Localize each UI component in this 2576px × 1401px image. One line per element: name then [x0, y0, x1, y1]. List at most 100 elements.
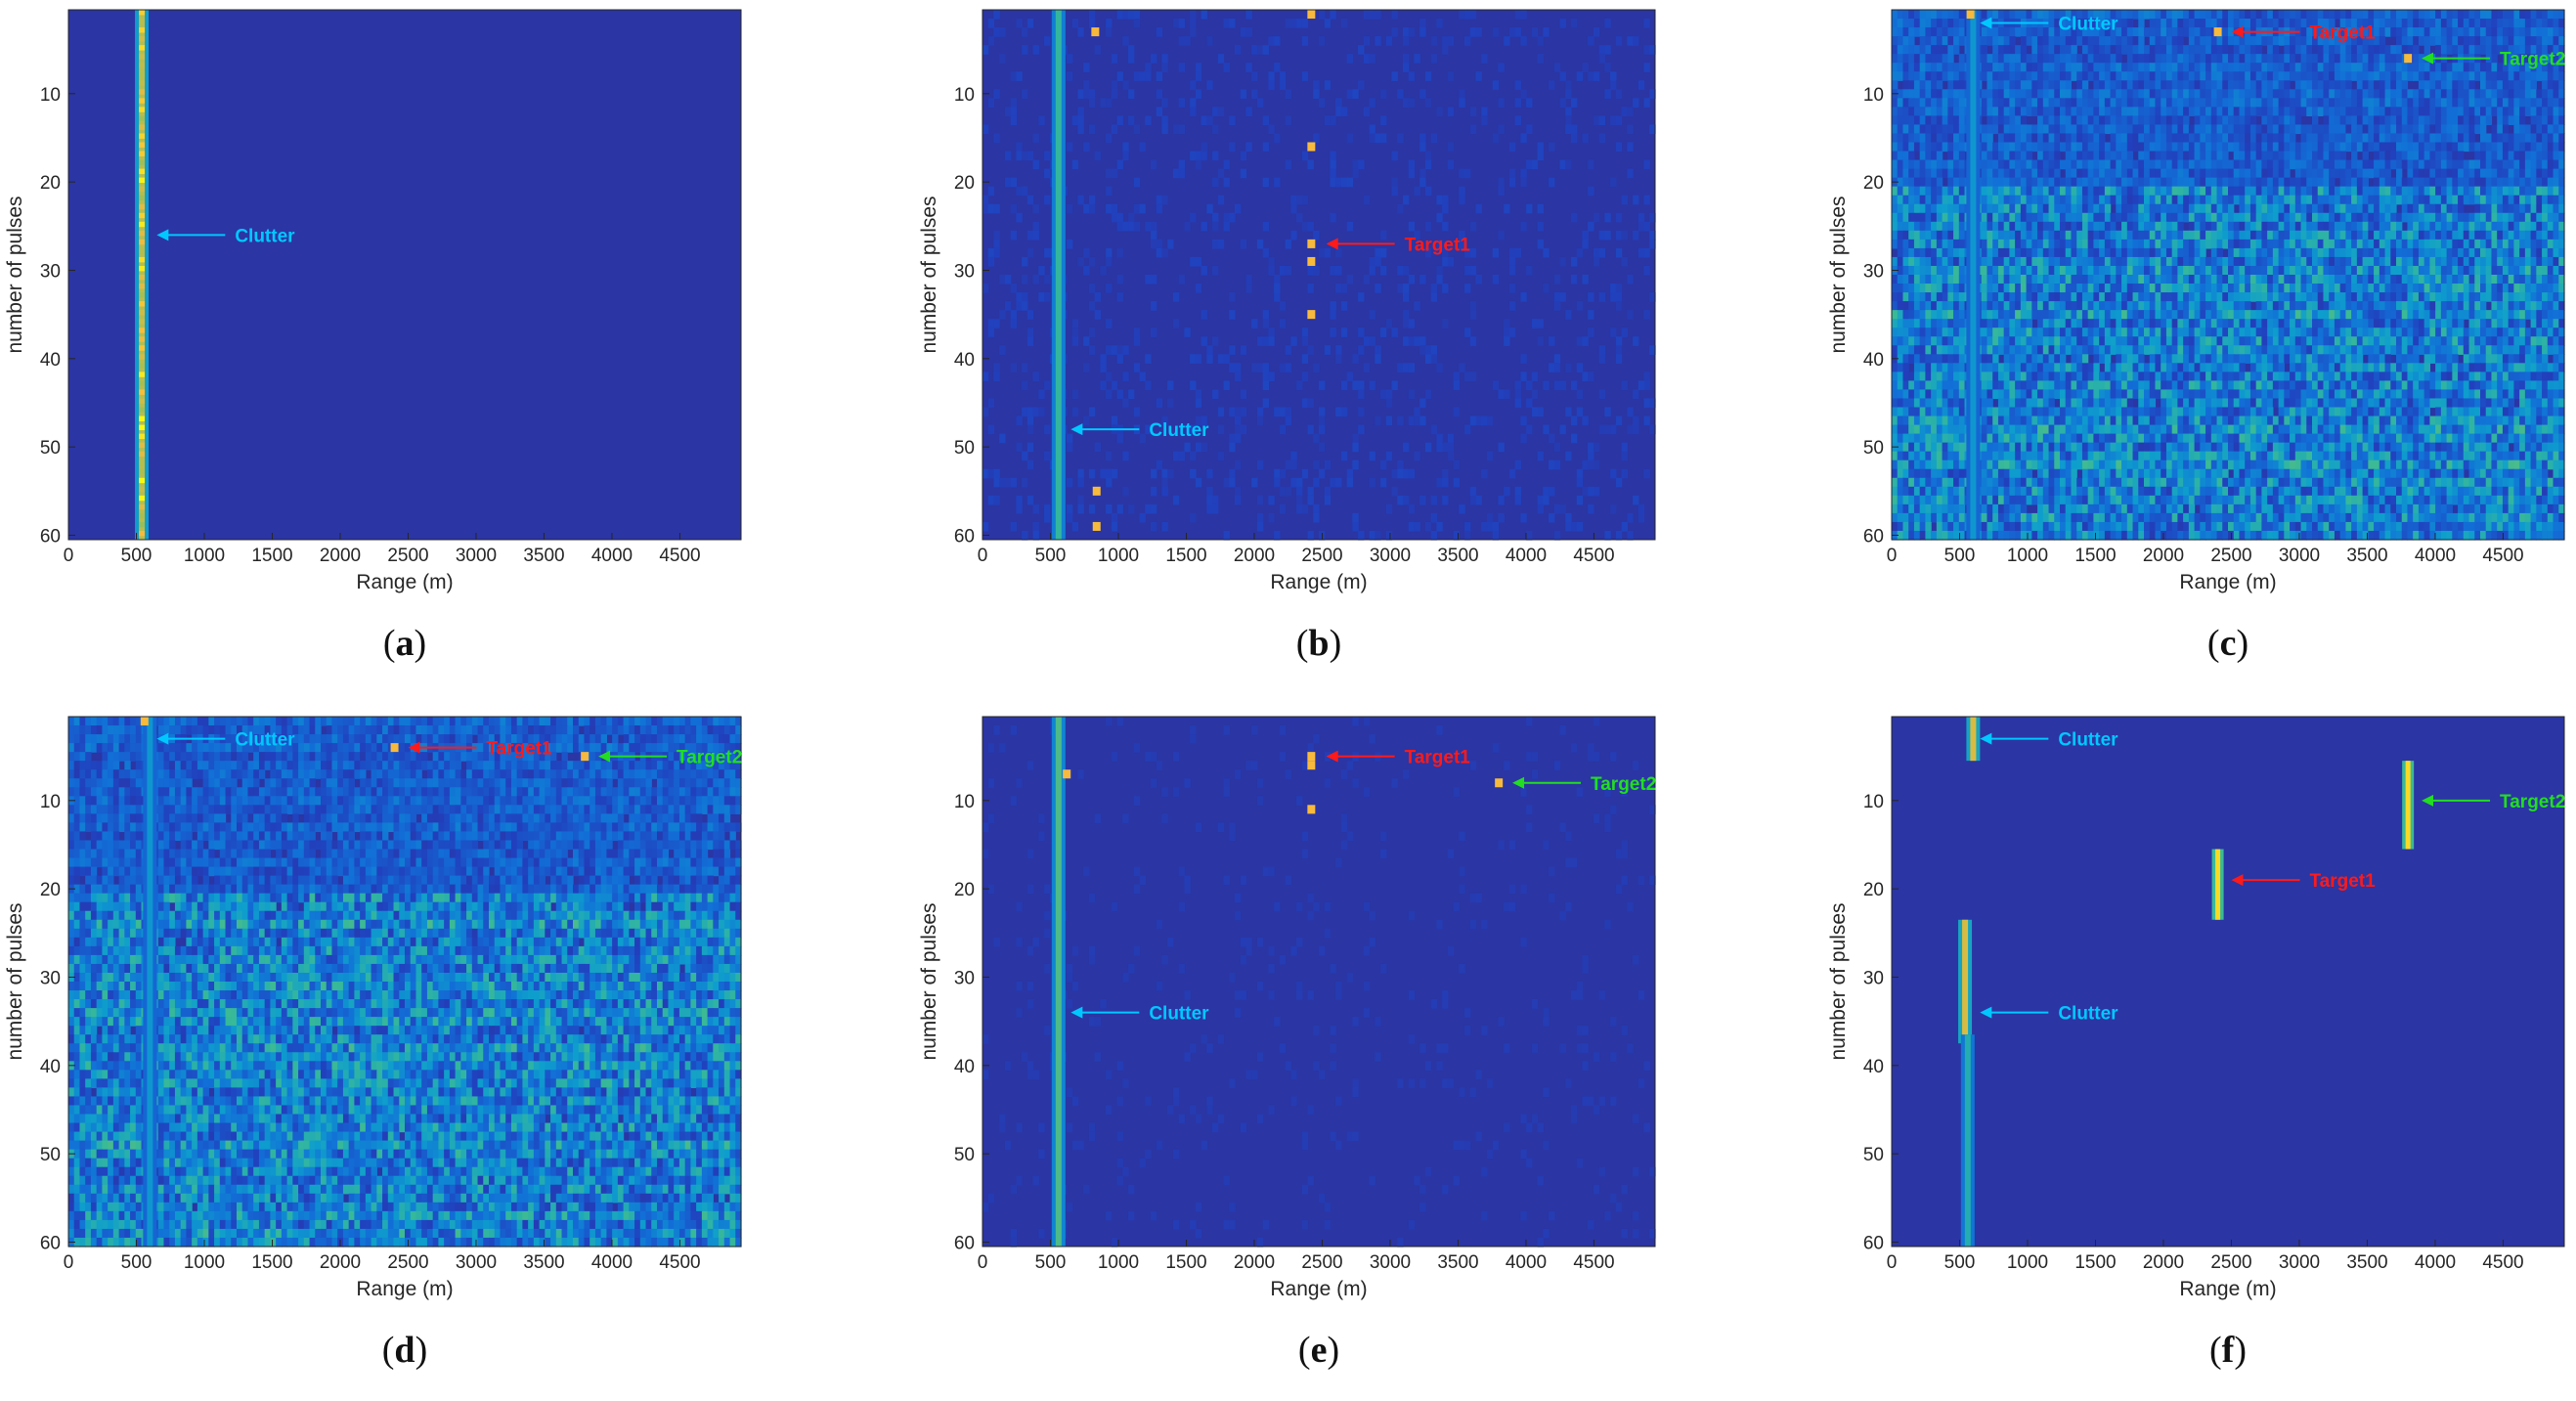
noise-cell [2250, 63, 2256, 72]
noise-cell [2267, 187, 2273, 197]
noise-cells [1892, 10, 2565, 541]
noise-cell [1352, 380, 1358, 390]
noise-cell [2363, 196, 2369, 205]
noise-cell [2189, 222, 2195, 232]
noise-cell [1987, 169, 1992, 179]
noise-cell [2183, 63, 2189, 72]
noise-cell [2441, 107, 2447, 116]
noise-cell [2491, 152, 2497, 161]
noise-cell [2284, 71, 2290, 81]
noise-cell [1241, 425, 1246, 435]
noise-cell [1218, 196, 1224, 205]
noise-cell [2536, 187, 2542, 197]
noise-cell [2105, 71, 2111, 81]
noise-cell [2200, 133, 2205, 143]
noise-cell [2155, 27, 2161, 37]
noise-cell [2211, 160, 2217, 170]
noise-cell [1358, 160, 1364, 170]
noise-cell [2043, 178, 2049, 188]
noise-cell [2429, 27, 2435, 37]
noise-cell [2222, 54, 2228, 64]
noise-cell [1112, 80, 1117, 90]
noise-cell [2390, 196, 2396, 205]
noise-cell [1095, 292, 1101, 302]
noise-cell [2503, 266, 2509, 276]
noise-cell [1476, 496, 1482, 505]
noise-cell [1959, 71, 1965, 81]
noise-cell [2435, 169, 2441, 179]
noise-cell [2385, 187, 2391, 197]
noise-cell [1190, 380, 1196, 390]
noise-cell [2323, 115, 2329, 125]
noise-cell [2345, 143, 2351, 153]
noise-cell [2183, 71, 2189, 81]
noise-cell [1106, 27, 1112, 37]
noise-cell [2049, 187, 2055, 197]
noise-cell [1992, 10, 1998, 20]
noise-cell [2177, 143, 2183, 153]
noise-cell [2189, 63, 2195, 72]
x-tick-label: 3500 [523, 546, 564, 566]
noise-cell [2195, 222, 2201, 232]
noise-cell [1588, 460, 1594, 470]
noise-cell [2027, 231, 2032, 241]
noise-cell [1290, 196, 1296, 205]
noise-cell [1190, 452, 1196, 461]
noise-cell [2111, 257, 2117, 267]
noise-cell [2469, 36, 2475, 46]
noise-cell [2536, 89, 2542, 99]
noise-cell [2037, 124, 2043, 134]
noise-cell [2009, 169, 2015, 179]
noise-cell [1538, 452, 1544, 461]
noise-cell [2554, 27, 2559, 37]
noise-cell [2076, 213, 2082, 223]
noise-cell [1947, 257, 1953, 267]
noise-cell [982, 284, 988, 293]
noise-cell [2054, 160, 2060, 170]
noise-cell [1604, 213, 1610, 223]
noise-cell [1173, 169, 1179, 179]
noise-cell [2429, 80, 2435, 90]
noise-cell [2027, 98, 2032, 108]
noise-cell [2066, 63, 2072, 72]
noise-cell [2121, 63, 2127, 72]
noise-cell [2554, 248, 2559, 258]
noise-cell [2279, 143, 2285, 153]
noise-cell [1520, 416, 1526, 426]
noise-cell [2076, 204, 2082, 214]
noise-cell [2335, 240, 2340, 249]
noise-cell [2009, 27, 2015, 37]
noise-cell [1588, 443, 1594, 453]
noise-cell [1296, 504, 1302, 514]
noise-cell [2127, 19, 2133, 28]
noise-cell [2480, 80, 2486, 90]
noise-cell [1106, 478, 1112, 488]
noise-cell [2554, 187, 2559, 197]
noise-cell [1257, 496, 1263, 505]
noise-cell [2385, 80, 2391, 90]
noise-cell [1122, 222, 1128, 232]
noise-cell [2301, 63, 2307, 72]
noise-cell [2413, 187, 2419, 197]
noise-cell [1325, 487, 1331, 497]
noise-cell [1241, 240, 1246, 249]
noise-cell [2066, 257, 2072, 267]
noise-cell [2076, 169, 2082, 179]
noise-cell [2486, 89, 2492, 99]
noise-cell [1403, 292, 1409, 302]
noise-cell [2554, 36, 2559, 46]
noise-cell [2082, 196, 2088, 205]
noise-cell [2380, 10, 2385, 20]
noise-cell [1409, 363, 1415, 372]
noise-cell [2279, 248, 2285, 258]
noise-cell [2351, 63, 2357, 72]
noise-cell [1920, 54, 1926, 64]
noise-cell [2234, 107, 2240, 116]
noise-cell [1599, 45, 1605, 55]
noise-cell [1931, 115, 1937, 125]
noise-cell [2452, 63, 2458, 72]
noise-cell [2239, 231, 2245, 241]
noise-cell [2234, 178, 2240, 188]
noise-cell [2469, 196, 2475, 205]
noise-cell [1263, 372, 1269, 381]
